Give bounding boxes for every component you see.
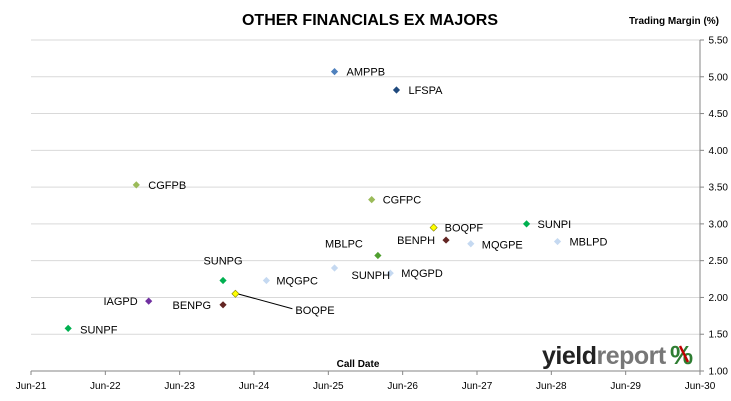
y-tick-label: 5.50 [709, 36, 729, 47]
data-labels: AMPPB LFSPA CGFPB CGFPC SUNPI BOQPF BENPH MQGPE… [80, 67, 607, 337]
data-label-iagpd: IAGPD [103, 296, 137, 308]
data-label-lfspa: LFSPA [408, 85, 443, 97]
y-tick-label: 5.00 [709, 72, 729, 83]
logo-percent-icon: % [670, 340, 693, 370]
data-point-sunph [330, 264, 339, 272]
x-tick-label: Jun-27 [462, 381, 493, 392]
y-tick-label: 3.50 [709, 183, 729, 194]
x-tick-label: Jun-21 [16, 381, 47, 392]
logo-text-yield: yield [542, 342, 596, 370]
x-tick-label: Jun-28 [536, 381, 567, 392]
data-point-benph [442, 236, 450, 244]
x-tick-label: Jun-24 [239, 381, 270, 392]
y-tick-label: 2.50 [709, 256, 729, 267]
data-label-benph: BENPH [397, 235, 435, 247]
data-point-mqgpd [386, 269, 394, 277]
data-label-sunpi: SUNPI [538, 219, 572, 231]
data-point-cgfpc [368, 196, 376, 204]
data-point-sunpf [64, 324, 72, 332]
data-label-mqgpd: MQGPD [401, 268, 443, 280]
data-point-mblpc [374, 251, 382, 260]
data-label-mblpd: MBLPD [570, 237, 608, 249]
data-point-sunpi [522, 220, 531, 228]
y-tick-label: 2.00 [709, 293, 729, 304]
data-point-mqgpc [262, 276, 270, 285]
data-point-lfspa [392, 86, 401, 94]
data-point-benpg [219, 301, 227, 309]
data-point-amppb [330, 68, 339, 76]
y-tick-label: 1.00 [709, 367, 729, 378]
data-point-iagpd [145, 297, 153, 305]
data-label-sunpf: SUNPF [80, 324, 118, 336]
chart-title: OTHER FINANCIALS EX MAJORS [242, 12, 498, 29]
x-tick-label: Jun-22 [90, 381, 121, 392]
logo-text-report: report [596, 342, 666, 370]
data-point-boqpf [429, 223, 438, 232]
data-label-boqpe: BOQPE [295, 305, 334, 317]
x-tick-label: Jun-29 [610, 381, 641, 392]
data-point-sunpg [219, 276, 227, 285]
x-tick-label: Jun-23 [164, 381, 195, 392]
data-point-mblpd [553, 237, 562, 246]
data-label-cgfpb: CGFPB [148, 180, 186, 192]
y-tick-label: 1.50 [709, 330, 729, 341]
data-label-mqgpe: MQGPE [482, 240, 523, 252]
gridlines [31, 39, 700, 335]
data-label-sunph: SUNPH [352, 270, 391, 282]
data-point-cgfpb [132, 181, 140, 189]
y-tick-label: 3.00 [709, 219, 729, 230]
data-point-mqgpe [467, 240, 475, 248]
y-tick-label: 4.50 [709, 109, 729, 120]
data-label-amppb: AMPPB [347, 67, 386, 79]
data-label-sunpg: SUNPG [203, 256, 242, 268]
y-tick-labels: 1.00 1.50 2.00 2.50 3.00 3.50 4.00 4.50 5.00 5.50 [700, 36, 728, 378]
data-points [64, 68, 562, 332]
y-axis-title: Trading Margin (%) [629, 16, 719, 27]
logo-percent-accent [678, 345, 690, 363]
leader-line-boqpe [237, 293, 293, 310]
y-tick-label: 4.00 [709, 146, 729, 157]
label-leader-lines [237, 293, 293, 310]
yieldreport-logo: yieldreport % [542, 340, 693, 370]
x-tick-labels: Jun-21 Jun-22 Jun-23 Jun-24 Jun-25 Jun-26 Jun-… [16, 371, 716, 392]
data-label-boqpf: BOQPF [445, 223, 484, 235]
data-point-boqpe [231, 289, 240, 298]
x-tick-label: Jun-30 [685, 381, 716, 392]
x-axis-title: Call Date [337, 359, 380, 370]
x-tick-label: Jun-25 [313, 381, 344, 392]
svg-text:yieldreport: yieldreport [542, 342, 667, 370]
x-tick-label: Jun-26 [387, 381, 418, 392]
data-label-cgfpc: CGFPC [383, 195, 422, 207]
data-label-benpg: BENPG [173, 300, 212, 312]
data-label-mblpc: MBLPC [325, 239, 363, 251]
data-label-mqgpc: MQGPC [276, 276, 318, 288]
